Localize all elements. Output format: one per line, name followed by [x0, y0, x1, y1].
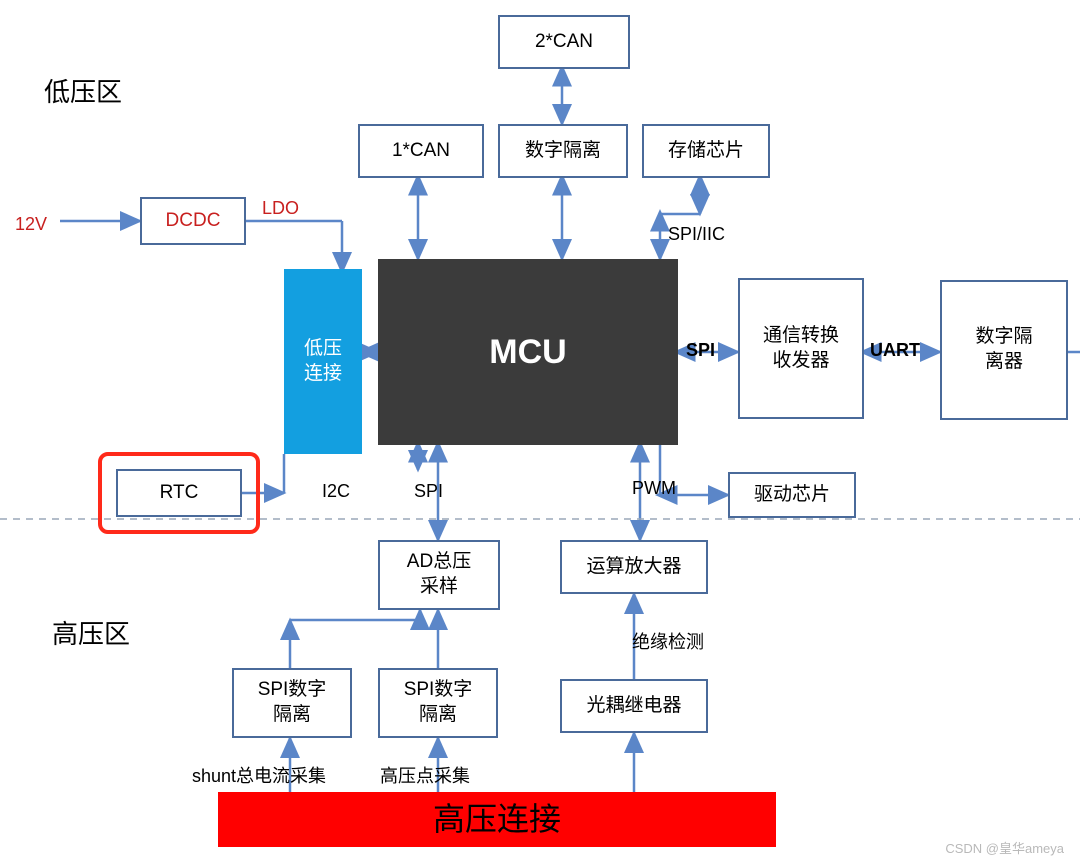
- label-hv_pt: 高压点采集: [380, 762, 470, 788]
- node-storage: 存储芯片: [642, 124, 770, 178]
- node-iso_right-label: 数字隔 离器: [975, 325, 1032, 374]
- node-lowv_conn-label: 低压 连接: [304, 337, 342, 386]
- label-shunt: shunt总电流采集: [192, 762, 326, 788]
- node-spi_iso1: SPI数字 隔离: [232, 668, 352, 738]
- node-relay: 光耦继电器: [560, 679, 708, 733]
- node-opamp: 运算放大器: [560, 540, 708, 594]
- node-iso_dig-label: 数字隔离: [525, 139, 601, 164]
- watermark: CSDN @皇华ameya: [945, 838, 1064, 857]
- node-relay-label: 光耦继电器: [586, 694, 681, 719]
- label-uart: UART: [870, 340, 920, 361]
- node-spi_iso1-label: SPI数字 隔离: [258, 678, 327, 727]
- node-iso_dig: 数字隔离: [498, 124, 628, 178]
- node-lowv_conn: 低压 连接: [284, 269, 362, 454]
- node-spi_iso2: SPI数字 隔离: [378, 668, 498, 738]
- node-comm: 通信转换 收发器: [738, 278, 864, 419]
- section-low-voltage: 低压区: [44, 72, 122, 109]
- node-ad: AD总压 采样: [378, 540, 500, 610]
- node-ad-label: AD总压 采样: [407, 550, 471, 599]
- label-pwm: PWM: [632, 478, 676, 499]
- label-spi_b: SPI: [414, 481, 443, 502]
- watermark-text: CSDN @皇华ameya: [945, 841, 1064, 856]
- node-opamp-label: 运算放大器: [586, 555, 681, 580]
- label-i2c: I2C: [322, 481, 350, 502]
- node-highv-label: 高压连接: [433, 799, 561, 841]
- node-dcdc-label: DCDC: [166, 209, 221, 234]
- section-high-voltage: 高压区: [52, 614, 130, 651]
- label-spi_r: SPI: [686, 340, 715, 361]
- node-mcu: MCU: [378, 259, 678, 445]
- node-driver-label: 驱动芯片: [754, 483, 830, 508]
- label-ins: 绝缘检测: [632, 628, 704, 654]
- node-spi_iso2-label: SPI数字 隔离: [404, 678, 473, 727]
- node-can2: 2*CAN: [498, 15, 630, 69]
- label-spiiic: SPI/IIC: [668, 224, 725, 245]
- node-storage-label: 存储芯片: [668, 139, 744, 164]
- node-can2-label: 2*CAN: [535, 30, 593, 55]
- section-high-label: 高压区: [52, 619, 130, 649]
- node-mcu-label: MCU: [489, 330, 566, 374]
- node-comm-label: 通信转换 收发器: [763, 324, 839, 373]
- node-can1: 1*CAN: [358, 124, 484, 178]
- label-v12: 12V: [15, 214, 47, 235]
- node-iso_right: 数字隔 离器: [940, 280, 1068, 420]
- node-rtc_outer: [98, 452, 260, 534]
- label-ldo: LDO: [262, 198, 299, 219]
- node-dcdc: DCDC: [140, 197, 246, 245]
- section-low-label: 低压区: [44, 77, 122, 107]
- node-highv: 高压连接: [218, 792, 776, 847]
- node-can1-label: 1*CAN: [392, 139, 450, 164]
- node-driver: 驱动芯片: [728, 472, 856, 518]
